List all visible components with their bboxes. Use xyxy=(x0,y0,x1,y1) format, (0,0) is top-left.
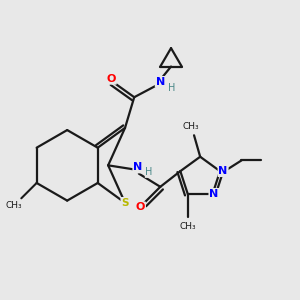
Text: S: S xyxy=(121,198,129,208)
Text: N: N xyxy=(156,77,165,87)
Text: N: N xyxy=(209,189,219,199)
Text: CH₃: CH₃ xyxy=(5,201,22,210)
Text: O: O xyxy=(136,202,145,212)
Text: H: H xyxy=(168,83,175,93)
Text: CH₃: CH₃ xyxy=(180,222,196,231)
Text: H: H xyxy=(145,167,153,177)
Text: N: N xyxy=(218,166,228,176)
Text: CH₃: CH₃ xyxy=(183,122,199,131)
Text: N: N xyxy=(133,163,142,172)
Text: O: O xyxy=(106,74,116,84)
